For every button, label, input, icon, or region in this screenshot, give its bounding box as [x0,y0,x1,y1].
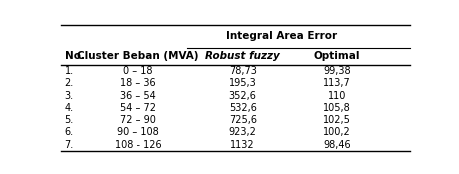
Text: Cluster Beban (MVA): Cluster Beban (MVA) [77,51,198,61]
Text: 725,6: 725,6 [228,115,256,125]
Text: 102,5: 102,5 [322,115,350,125]
Text: 108 - 126: 108 - 126 [114,140,161,150]
Text: Optimal: Optimal [313,51,359,61]
Text: 98,46: 98,46 [323,140,350,150]
Text: 78,73: 78,73 [228,66,256,76]
Text: Robust fuzzy: Robust fuzzy [205,51,280,61]
Text: 5.: 5. [64,115,74,125]
Text: 72 – 90: 72 – 90 [120,115,156,125]
Text: 54 – 72: 54 – 72 [120,103,156,113]
Text: 36 – 54: 36 – 54 [120,91,156,101]
Text: 1.: 1. [64,66,73,76]
Text: Integral Area Error: Integral Area Error [225,31,336,41]
Text: 7.: 7. [64,140,74,150]
Text: 99,38: 99,38 [323,66,350,76]
Text: 2.: 2. [64,78,74,88]
Text: 110: 110 [327,91,346,101]
Text: 4.: 4. [64,103,73,113]
Text: 6.: 6. [64,128,73,137]
Text: 90 – 108: 90 – 108 [117,128,158,137]
Text: 113,7: 113,7 [323,78,350,88]
Text: 3.: 3. [64,91,73,101]
Text: No.: No. [64,51,84,61]
Text: 532,6: 532,6 [228,103,256,113]
Text: 1132: 1132 [230,140,254,150]
Text: 18 – 36: 18 – 36 [120,78,156,88]
Text: 100,2: 100,2 [323,128,350,137]
Text: 352,6: 352,6 [228,91,256,101]
Text: 0 – 18: 0 – 18 [123,66,152,76]
Text: 923,2: 923,2 [228,128,256,137]
Text: 195,3: 195,3 [229,78,256,88]
Text: 105,8: 105,8 [323,103,350,113]
